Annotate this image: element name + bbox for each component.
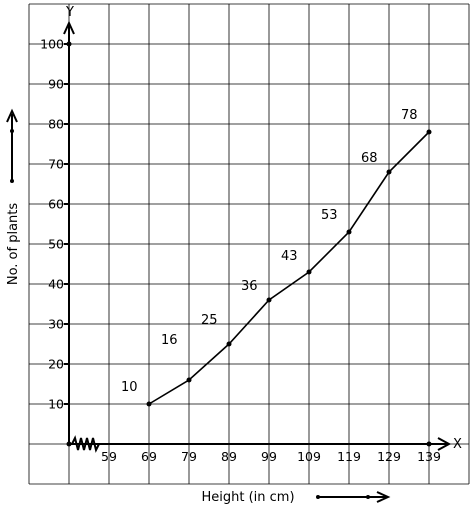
data-point [266,297,272,303]
x-tick-label: 69 [141,449,157,464]
origin-dot [66,441,72,447]
data-point [426,129,432,135]
data-point [386,169,392,175]
x-axis-arrow [437,437,452,451]
y-tick-label: 80 [48,117,64,132]
data-label: 36 [241,279,258,294]
x-tick-label: 109 [297,449,321,464]
x-tick-label: 129 [377,449,401,464]
x-tick-label: 59 [101,449,117,464]
data-label: 68 [361,151,378,166]
y-direction-dot [10,179,14,183]
x-direction-dot [316,495,320,499]
axis-break [71,435,100,453]
tick-labels: 10 20 30 40 50 60 70 80 90 100 59 69 79 89 99 109 119 129… [40,37,441,465]
y-tick-label: 60 [48,197,64,212]
data-point [226,341,232,347]
data-label: 78 [401,108,418,123]
data-label: 43 [281,249,298,264]
axes: YX [63,5,462,453]
data-label: 16 [161,333,178,348]
x-tick-label: 139 [417,449,441,464]
x-direction-arrow-head [376,491,391,503]
y-tick-label: 20 [48,357,64,372]
x-tick-label: 99 [261,449,277,464]
data-label: 10 [121,380,138,395]
y-direction-dot [10,129,14,133]
x-tick-label: 79 [181,449,197,464]
annotations: Height (in cm) No. of plants [6,108,391,505]
y-tick-label: 30 [48,317,64,332]
gridlines [28,3,470,485]
y-tick-label: 10 [48,397,64,412]
x-end-dot [426,441,432,447]
data-labels: 10 16 25 36 43 53 68 78 [121,108,418,395]
data-point [146,401,152,407]
y-axis-letter: Y [65,5,74,20]
x-direction-dot [366,495,370,499]
series-line [148,131,430,405]
y-direction-arrow-head [6,108,18,123]
y-tick-label: 40 [48,277,64,292]
data-point [306,269,312,275]
y-axis-title: No. of plants [6,203,21,286]
y-tick-label: 70 [48,157,64,172]
x-axis-title: Height (in cm) [201,490,294,505]
y-tick-label: 50 [48,237,64,252]
data-label: 25 [201,313,218,328]
x-tick-label: 89 [221,449,237,464]
data-point [186,377,192,383]
data-label: 53 [321,208,338,223]
data-point [346,229,352,235]
series [146,129,432,407]
x-axis-letter: X [453,437,462,452]
y-tick-label: 90 [48,77,64,92]
y-axis-arrow [63,20,75,35]
x-tick-label: 119 [337,449,361,464]
y-tick-label: 100 [40,37,64,52]
